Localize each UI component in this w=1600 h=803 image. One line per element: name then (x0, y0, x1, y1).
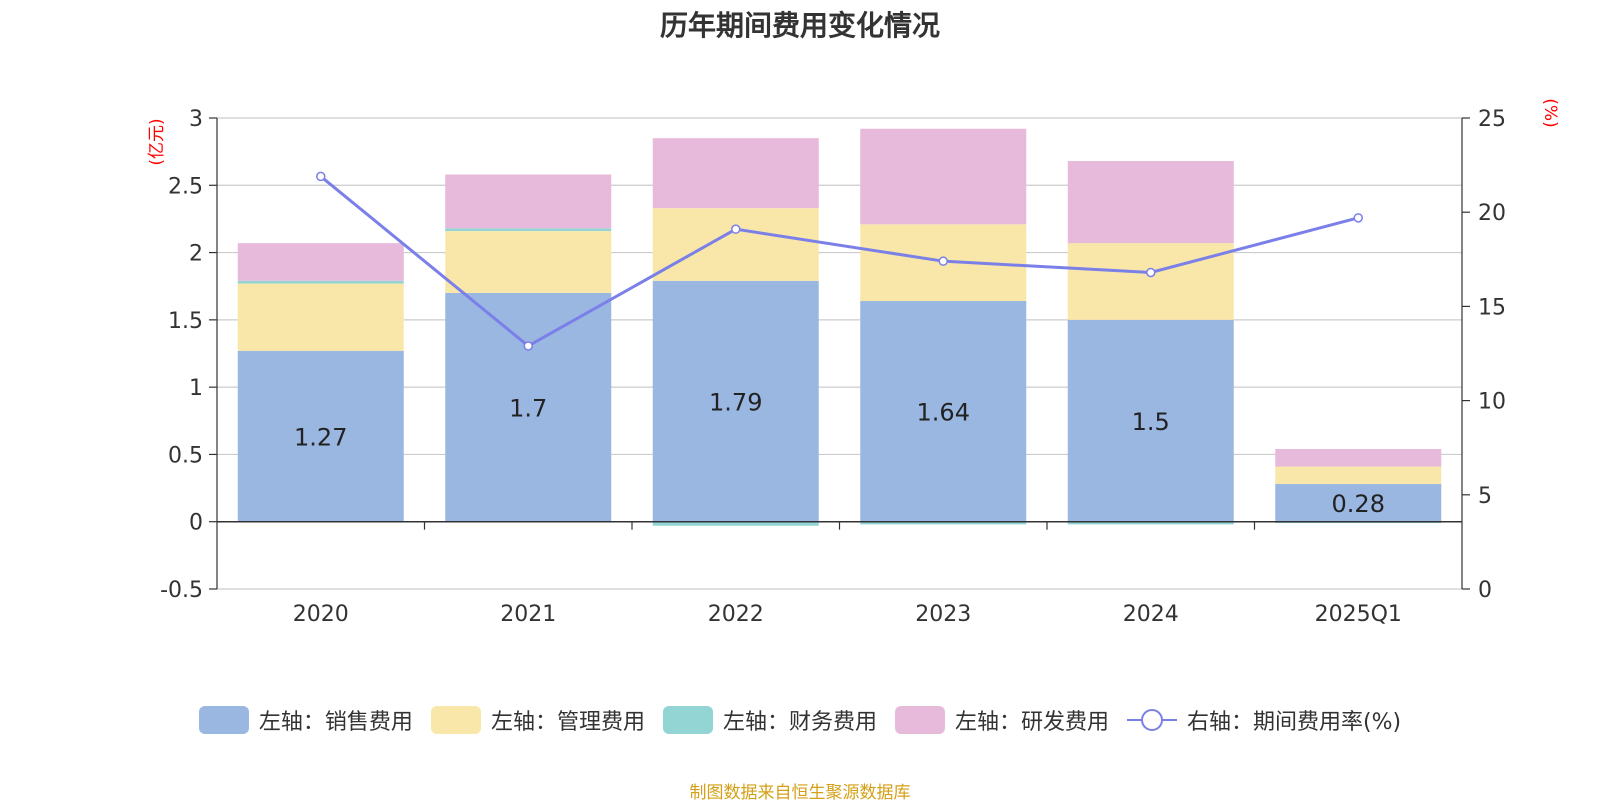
y-left-tick-label: 1 (189, 376, 203, 401)
bar-segment (445, 292, 612, 522)
y-left-unit-label: (亿元) (147, 118, 167, 165)
bar-segment (445, 228, 612, 232)
legend-label-finance: 左轴：财务费用 (722, 710, 877, 735)
bar-value-label: 1.79 (709, 388, 762, 416)
chart-area: -0.5 0 0.5 1 1.5 2 2.5 3 0 5 10 15 20 25 (亿元) (%) 1.27 20… (147, 98, 1560, 627)
y-left-tick-label: 0.5 (168, 443, 203, 468)
bar-segment (237, 350, 404, 522)
y-left-tick-label: 2.5 (168, 174, 203, 199)
legend-label-sales: 左轴：销售费用 (258, 710, 413, 735)
legend-swatch-rd (894, 706, 945, 734)
y-right-tick-label: 0 (1478, 578, 1492, 603)
x-category-label: 2024 (1123, 602, 1179, 627)
legend-item-finance[interactable]: 左轴：财务费用 (662, 704, 877, 736)
bar-segment (652, 521, 819, 526)
expense-ratio-point (731, 224, 741, 234)
legend-item-sales[interactable]: 左轴：销售费用 (198, 704, 413, 736)
data-source-note: 制图数据来自恒生聚源数据库 (689, 783, 911, 803)
bar-segment (652, 138, 819, 209)
legend-label-expense-ratio: 右轴：期间费用率(%) (1186, 710, 1402, 735)
expense-ratio-point (316, 171, 326, 182)
y-right-tick-label: 10 (1478, 390, 1506, 415)
bar-value-label: 1.27 (294, 423, 347, 451)
expense-ratio-line (319, 175, 1359, 348)
bar-segment (652, 280, 819, 522)
bar-value-label: 1.7 (509, 394, 547, 422)
legend: 左轴：销售费用 左轴：管理费用 左轴：财务费用 左轴：研发费用 右轴：期间费用率… (0, 704, 1600, 736)
expense-ratio-point (1146, 267, 1156, 278)
bar-segment (1067, 161, 1234, 244)
bar-segment (1275, 466, 1442, 485)
legend-swatch-finance (662, 706, 713, 734)
legend-swatch-sales (198, 706, 249, 734)
bar-segment (237, 280, 404, 284)
y-left-tick-label: 0 (189, 511, 203, 536)
bar-segment (1275, 449, 1442, 467)
chart-title: 历年期间费用变化情况 (659, 9, 940, 42)
legend-label-rd: 左轴：研发费用 (954, 710, 1109, 735)
bar-segment (1275, 484, 1442, 522)
y-left-tick-label: 1.5 (168, 309, 203, 334)
legend-swatch-expense-ratio-icon (1126, 709, 1177, 731)
bar-segment (1067, 243, 1234, 320)
y-right-tick-label: 25 (1478, 107, 1506, 132)
y-right-tick-label: 20 (1478, 201, 1506, 226)
expense-ratio-point (523, 341, 533, 351)
legend-item-admin[interactable]: 左轴：管理费用 (430, 704, 645, 736)
legend-item-rd[interactable]: 左轴：研发费用 (894, 704, 1109, 736)
x-category-label: 2022 (708, 602, 764, 627)
x-category-label: 2020 (293, 602, 349, 627)
bar-value-label: 0.28 (1332, 490, 1385, 518)
legend-swatch-admin (430, 706, 481, 734)
y-left-tick-label: -0.5 (160, 578, 203, 603)
bar-segment (445, 174, 612, 229)
expense-ratio-point (938, 256, 948, 266)
y-right-tick-label: 15 (1478, 295, 1506, 320)
x-category-label: 2021 (500, 602, 556, 627)
y-right-tick-label: 5 (1478, 484, 1492, 509)
bar-value-label: 1.64 (917, 398, 970, 426)
x-category-label: 2025Q1 (1315, 602, 1402, 627)
bar-segment (1067, 319, 1234, 522)
y-left-tick-label: 2 (189, 242, 203, 267)
y-right-unit-label: (%) (1540, 98, 1560, 127)
bar-segment (1067, 521, 1234, 525)
bar-segment (860, 521, 1027, 525)
bar-segment (860, 301, 1027, 522)
legend-item-expense-ratio[interactable]: 右轴：期间费用率(%) (1126, 704, 1402, 736)
x-category-label: 2023 (915, 602, 971, 627)
bar-segment (237, 283, 404, 351)
bar-value-label: 1.5 (1132, 408, 1170, 436)
legend-label-admin: 左轴：管理费用 (490, 710, 645, 735)
bar-segment (445, 231, 612, 293)
y-left-tick-label: 3 (189, 107, 203, 132)
bar-segment (860, 128, 1027, 225)
expense-ratio-point (1353, 213, 1363, 223)
bar-segment (652, 208, 819, 281)
bar-segment (237, 243, 404, 281)
